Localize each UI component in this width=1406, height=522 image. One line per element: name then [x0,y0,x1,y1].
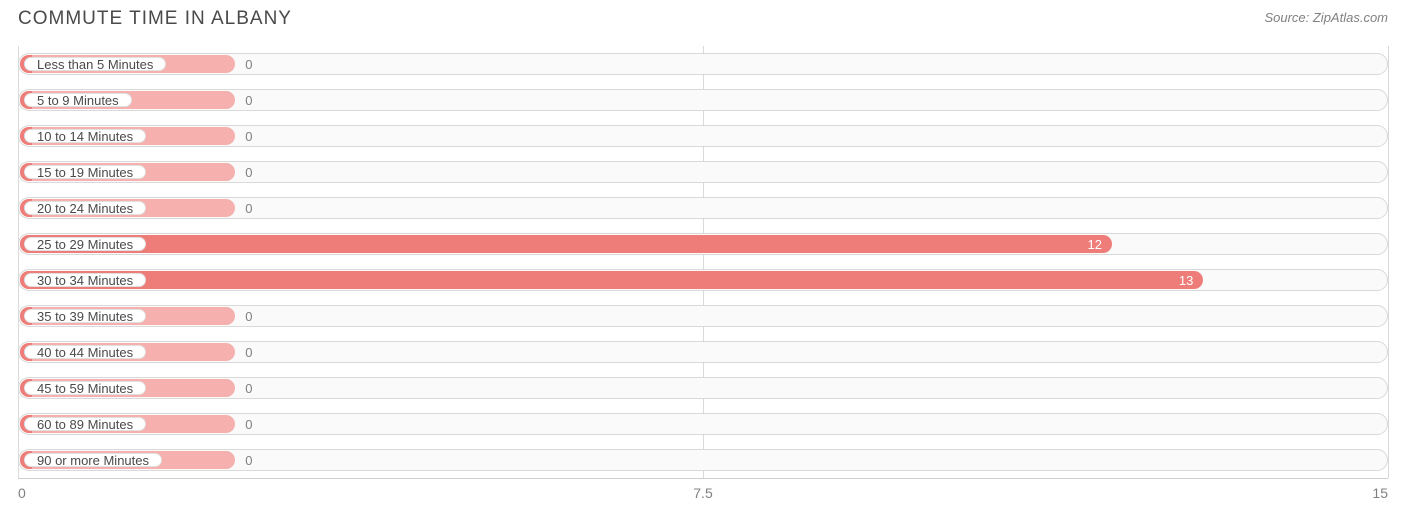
bar-value: 0 [237,123,252,149]
x-tick-label: 0 [18,485,26,501]
bar-label: 10 to 14 Minutes [24,129,146,143]
bar-row: 0 60 to 89 Minutes [18,411,1388,437]
bar-value: 0 [237,303,252,329]
bar-fill: 12 [20,235,1112,253]
bar-value: 0 [237,411,252,437]
bar-row: 12 25 to 29 Minutes [18,231,1388,257]
bar-label: 35 to 39 Minutes [24,309,146,323]
commute-time-chart: COMMUTE TIME IN ALBANY Source: ZipAtlas.… [0,0,1406,522]
chart-title: COMMUTE TIME IN ALBANY [18,8,292,29]
bar-row: 0 20 to 24 Minutes [18,195,1388,221]
bar-row: 0 45 to 59 Minutes [18,375,1388,401]
bar-label: 20 to 24 Minutes [24,201,146,215]
chart-header: COMMUTE TIME IN ALBANY Source: ZipAtlas.… [0,0,1406,38]
chart-source: Source: ZipAtlas.com [1264,10,1388,25]
plot-area: 0 Less than 5 Minutes 0 5 to 9 Minutes 0 10 t… [18,46,1388,478]
x-tick-label: 15 [1372,485,1388,501]
bar-label: 5 to 9 Minutes [24,93,132,107]
bar-value: 0 [237,447,252,473]
bar-row: 0 35 to 39 Minutes [18,303,1388,329]
bar-row: 0 10 to 14 Minutes [18,123,1388,149]
bar-row: 0 15 to 19 Minutes [18,159,1388,185]
bar-value: 0 [237,195,252,221]
bar-value: 0 [237,375,252,401]
bar-row: 0 90 or more Minutes [18,447,1388,473]
bar-label: 30 to 34 Minutes [24,273,146,287]
bar-row: 13 30 to 34 Minutes [18,267,1388,293]
bar-row: 0 5 to 9 Minutes [18,87,1388,113]
bar-value: 13 [1179,273,1193,288]
bar-label: 90 or more Minutes [24,453,162,467]
bar-label: Less than 5 Minutes [24,57,166,71]
bar-label: 40 to 44 Minutes [24,345,146,359]
bar-list: 0 Less than 5 Minutes 0 5 to 9 Minutes 0 10 t… [18,46,1388,478]
bar-label: 60 to 89 Minutes [24,417,146,431]
x-axis: 0 7.5 15 [18,478,1388,522]
bar-row: 0 Less than 5 Minutes [18,51,1388,77]
bar-value: 0 [237,159,252,185]
bar-label: 25 to 29 Minutes [24,237,146,251]
x-tick-label: 7.5 [693,485,712,501]
bar-value: 0 [237,339,252,365]
bar-value: 12 [1088,237,1102,252]
bar-fill: 13 [20,271,1203,289]
gridline [1388,46,1389,478]
bar-row: 0 40 to 44 Minutes [18,339,1388,365]
bar-value: 0 [237,51,252,77]
bar-value: 0 [237,87,252,113]
bar-label: 15 to 19 Minutes [24,165,146,179]
bar-label: 45 to 59 Minutes [24,381,146,395]
